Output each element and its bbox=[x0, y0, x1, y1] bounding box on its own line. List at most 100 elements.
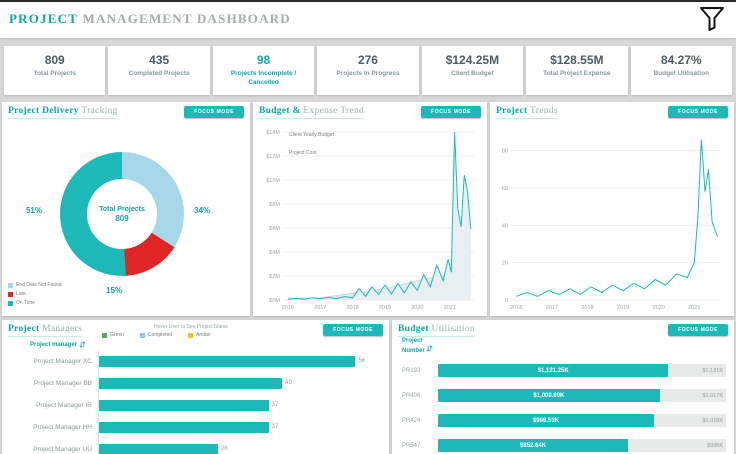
focus-mode-button[interactable]: FOCUS MODE bbox=[184, 106, 244, 118]
kpi-label: Total Projects bbox=[33, 70, 76, 77]
legend-label: Late bbox=[16, 291, 26, 297]
axis-tick-label: $2M bbox=[269, 274, 280, 280]
delivery-donut-chart[interactable]: Total Projects 809 bbox=[60, 152, 184, 276]
panel-title-rest: Managers bbox=[42, 324, 83, 334]
donut-center: Total Projects 809 bbox=[87, 179, 157, 249]
axis-tick-label: $14M bbox=[266, 130, 280, 136]
kpi-label: Budget Utilisation bbox=[653, 70, 710, 77]
legend-label: Project Cost bbox=[289, 150, 317, 156]
bar-value-label: 26 bbox=[220, 446, 228, 452]
axis-tick-label: 20 bbox=[502, 261, 508, 267]
panel-budget-utilisation: Budget Utilisation FOCUS MODE Project Nu… bbox=[392, 320, 734, 454]
budget-track: $1,121.25K $1,121K bbox=[438, 364, 726, 377]
kpi-card: 435 Completed Projects bbox=[108, 46, 210, 95]
focus-mode-button[interactable]: FOCUS MODE bbox=[421, 106, 481, 118]
column-header-label: Number bbox=[402, 348, 425, 355]
bar-track: 56 bbox=[98, 350, 383, 372]
cost-bar[interactable]: $1,000.89K bbox=[438, 389, 660, 402]
axis-tick-label: 2020 bbox=[411, 305, 423, 311]
kpi-value: $128.55M bbox=[550, 53, 604, 67]
axis-tick-label: 0 bbox=[505, 298, 508, 304]
axis-tick-label: 2016 bbox=[282, 305, 294, 311]
focus-mode-button[interactable]: FOCUS MODE bbox=[668, 324, 728, 336]
cost-bar[interactable]: $852.64K bbox=[438, 439, 629, 452]
filter-button[interactable] bbox=[696, 4, 728, 36]
kpi-card: 84.27% Budget Utilisation bbox=[630, 46, 732, 95]
axis-tick-label: 60 bbox=[502, 186, 508, 192]
axis-tick-label: 2020 bbox=[653, 305, 665, 311]
legend-label: Amber bbox=[196, 332, 211, 338]
kpi-value: 276 bbox=[357, 53, 378, 67]
column-header-project-number[interactable]: Project Number bbox=[402, 337, 433, 356]
donut-center-label: Total Projects bbox=[99, 205, 145, 213]
kpi-label: Total Project Expense bbox=[543, 70, 611, 77]
project-count-bar[interactable] bbox=[99, 355, 356, 367]
budget-label: $935K bbox=[707, 442, 723, 449]
legend-label: On Time bbox=[16, 300, 35, 306]
manager-bar-row: Project Manager UU 26 bbox=[6, 438, 383, 454]
panel-title-rest: Expense Trend bbox=[303, 106, 365, 116]
focus-mode-button[interactable]: FOCUS MODE bbox=[323, 324, 383, 336]
legend-item: End Date Not Found bbox=[8, 282, 62, 288]
kpi-value: 98 bbox=[256, 53, 271, 67]
panel-budget-expense-trend: Budget & Expense Trend FOCUS MODE Client… bbox=[253, 102, 487, 316]
budget-label: $1,121K bbox=[702, 367, 724, 374]
managers-status-legend: Green Completed Amber bbox=[102, 332, 211, 341]
cost-bar[interactable]: $1,121.25K bbox=[438, 364, 669, 377]
focus-mode-button[interactable]: FOCUS MODE bbox=[668, 106, 728, 118]
panel-title: Project Trends bbox=[496, 106, 558, 119]
project-count-bar[interactable] bbox=[99, 399, 269, 411]
bar-value-label: 56 bbox=[358, 358, 366, 364]
budget-track: $1,000.89K $1,017K bbox=[438, 389, 726, 402]
kpi-card: $128.55M Total Project Expense bbox=[526, 46, 628, 95]
project-count-bar[interactable] bbox=[99, 421, 269, 433]
axis-tick-label: 2018 bbox=[581, 305, 593, 311]
panel-title-rest: Utilisation bbox=[431, 324, 475, 334]
project-trends-chart[interactable]: 0 20 40 60 80 2016 2017 2018 2019 2020 2021 bbox=[493, 124, 731, 313]
column-header-line2: Number bbox=[402, 345, 433, 355]
donut-pct-end-date-not-found: 34% bbox=[194, 206, 211, 215]
cost-label: $1,000.89K bbox=[533, 392, 565, 399]
managers-bar-chart: Project Manager XC 56 Project Manager BB 40… bbox=[6, 350, 383, 454]
legend-item: On Time bbox=[8, 300, 62, 306]
utilisation-bar-row: PR406 $1,000.89K $1,017K bbox=[396, 383, 726, 408]
kpi-value: 435 bbox=[149, 53, 170, 67]
column-header-label: Project manager bbox=[30, 341, 78, 348]
budget-track: $852.64K $935K bbox=[438, 439, 726, 452]
budget-trend-chart[interactable]: $0M $2M $4M $6M $8M $10M $12M $14M 2016 2017 2018 2… bbox=[256, 124, 484, 313]
legend-swatch bbox=[188, 332, 194, 338]
series-line bbox=[287, 131, 472, 300]
cost-bar[interactable]: $998.53K bbox=[438, 414, 654, 427]
legend-label: Completed bbox=[147, 332, 173, 338]
kpi-label: Completed Projects bbox=[128, 70, 190, 77]
panel-title-accent: Project bbox=[496, 106, 528, 116]
cost-label: $852.64K bbox=[520, 442, 547, 449]
project-number: PR193 bbox=[402, 367, 421, 374]
axis-tick-label: 2016 bbox=[510, 305, 522, 311]
budget-track: $998.53K $1,015K bbox=[438, 414, 726, 427]
sort-icon bbox=[79, 341, 86, 348]
utilisation-bar-row: PR424 $998.53K $1,015K bbox=[396, 408, 726, 433]
axis-tick-label: 2017 bbox=[546, 305, 558, 311]
donut-pct-late: 15% bbox=[106, 286, 123, 295]
column-header-project-manager[interactable]: Project manager bbox=[30, 341, 86, 348]
panel-project-managers: Project Managers Hover Over to See Proje… bbox=[2, 320, 389, 454]
sort-icon bbox=[426, 345, 433, 353]
manager-bar-row: Project Manager HH 37 bbox=[6, 416, 383, 438]
panel-title-accent: Project bbox=[8, 324, 40, 334]
project-count-bar[interactable] bbox=[99, 377, 283, 389]
panel-project-delivery-tracking: Project Delivery Tracking FOCUS MODE Tot… bbox=[2, 102, 250, 316]
axis-tick-label: 2019 bbox=[617, 305, 629, 311]
panel-title: Budget Utilisation bbox=[398, 324, 475, 337]
project-count-bar[interactable] bbox=[99, 443, 218, 454]
panel-title-rest: Tracking bbox=[81, 106, 118, 116]
legend-swatch bbox=[8, 291, 13, 297]
project-number: PR406 bbox=[402, 392, 421, 399]
bar-value-label: 37 bbox=[271, 402, 279, 408]
donut-center-value: 809 bbox=[115, 213, 129, 223]
axis-tick-label: 2019 bbox=[379, 305, 391, 311]
panel-title: Project Managers bbox=[8, 324, 83, 337]
legend-swatch bbox=[8, 282, 13, 288]
kpi-card: 98 Projects Incomplete / Cancelled bbox=[212, 46, 315, 95]
axis-tick-label: $10M bbox=[266, 178, 280, 184]
